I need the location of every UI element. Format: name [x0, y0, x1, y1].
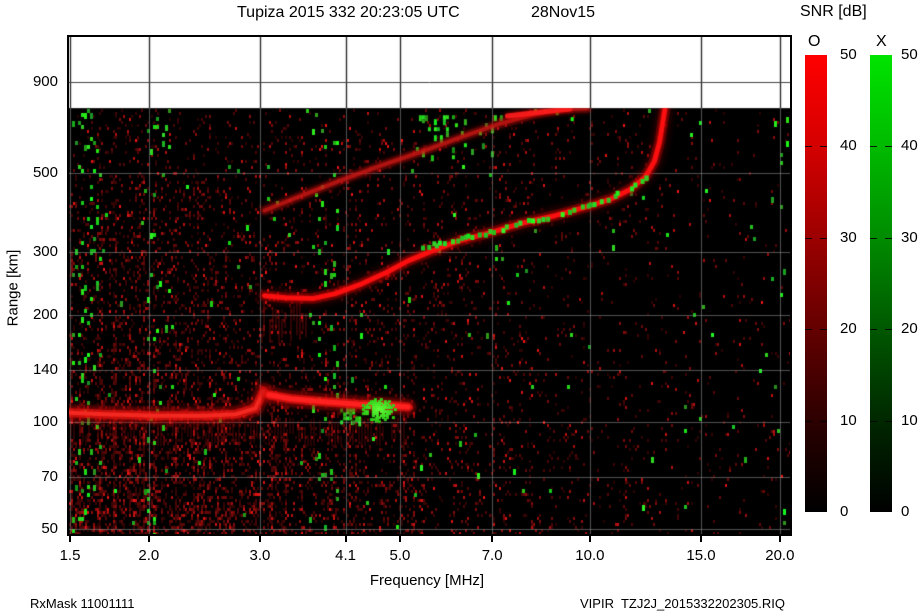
colorbar-tick-dash — [885, 237, 892, 239]
y-tick-label: 200 — [32, 305, 58, 323]
colorbar-tick-dash — [885, 420, 892, 422]
page-title: Tupiza 2015 332 20:23:05 UTC — [237, 4, 460, 21]
x-tick-label: 15.0 — [686, 547, 716, 564]
colorbar-tick-label: 50 — [901, 46, 918, 63]
x-tick-mark — [398, 536, 401, 542]
x-tick-mark — [69, 536, 71, 542]
colorbar-tick-dash — [885, 329, 892, 331]
colorbar-tick-dash — [870, 329, 877, 331]
colorbar-tick-dash — [820, 329, 827, 331]
y-tick-label: 900 — [32, 73, 58, 90]
x-tick-mark — [778, 536, 781, 542]
y-tick-label: 100 — [32, 412, 58, 430]
y-tick-label: 70 — [41, 467, 58, 485]
x-mode-colorbar — [870, 55, 892, 512]
x-tick-mark — [147, 536, 150, 542]
x-tick-label: 3.0 — [249, 547, 271, 564]
y-tick-label: 50 — [41, 519, 58, 537]
colorbar-tick-label: 40 — [840, 137, 857, 155]
footer-rxmask: RxMask 11001111 — [30, 596, 135, 611]
colorbar-tick-dash — [805, 329, 812, 331]
y-tick-label: 500 — [32, 163, 58, 181]
o-mode-label: O — [808, 33, 821, 50]
x-tick-mark — [700, 536, 702, 542]
y-tick-label: 300 — [32, 242, 58, 260]
colorbar-tick-dash — [820, 146, 827, 148]
x-tick-mark — [491, 536, 494, 542]
snr-legend-title: SNR [dB] — [800, 3, 867, 20]
colorbar-tick-dash — [885, 146, 892, 148]
x-tick-label: 1.5 — [59, 547, 81, 564]
colorbar-tick-label: 20 — [840, 320, 857, 338]
colorbar-tick-dash — [805, 237, 812, 239]
colorbar-tick-dash — [870, 420, 877, 422]
colorbar-tick-dash — [820, 420, 827, 422]
x-mode-label: X — [876, 33, 887, 50]
o-mode-colorbar — [805, 55, 827, 512]
colorbar-tick-dash — [820, 237, 827, 239]
colorbar-tick-label: 20 — [901, 320, 918, 338]
x-tick-label: 4.1 — [335, 547, 356, 564]
ionogram-canvas — [69, 37, 790, 534]
x-tick-label: 2.0 — [138, 547, 160, 564]
x-tick-label: 5.0 — [389, 547, 411, 564]
colorbar-tick-dash — [805, 420, 812, 422]
colorbar-tick-label: 40 — [901, 137, 918, 155]
title-date: 28Nov15 — [531, 4, 596, 21]
colorbar-tick-label: 0 — [901, 503, 910, 520]
colorbar-tick-label: 30 — [901, 228, 918, 246]
colorbar-tick-label: 30 — [840, 228, 857, 246]
x-tick-mark — [588, 536, 591, 542]
plot-frame — [67, 35, 792, 536]
colorbar-tick-label: 10 — [901, 411, 918, 429]
x-tick-label: 10.0 — [575, 547, 605, 564]
colorbar-tick-dash — [805, 146, 812, 148]
x-tick-mark — [344, 536, 347, 542]
colorbar-tick-label: 50 — [840, 46, 857, 63]
footer-filename: VIPIR TZJ2J_2015332202305.RIQ — [580, 596, 785, 611]
colorbar-tick-dash — [870, 237, 877, 239]
x-axis-label: Frequency [MHz] — [369, 572, 485, 589]
x-tick-mark — [258, 536, 261, 542]
x-tick-label: 20.0 — [765, 547, 795, 564]
colorbar-tick-label: 0 — [840, 503, 849, 520]
y-tick-label: 140 — [32, 360, 58, 378]
x-tick-label: 7.0 — [481, 547, 503, 564]
colorbar-tick-label: 10 — [840, 411, 857, 429]
colorbar-tick-dash — [870, 146, 877, 148]
y-axis-label: Range [km] — [4, 249, 22, 327]
